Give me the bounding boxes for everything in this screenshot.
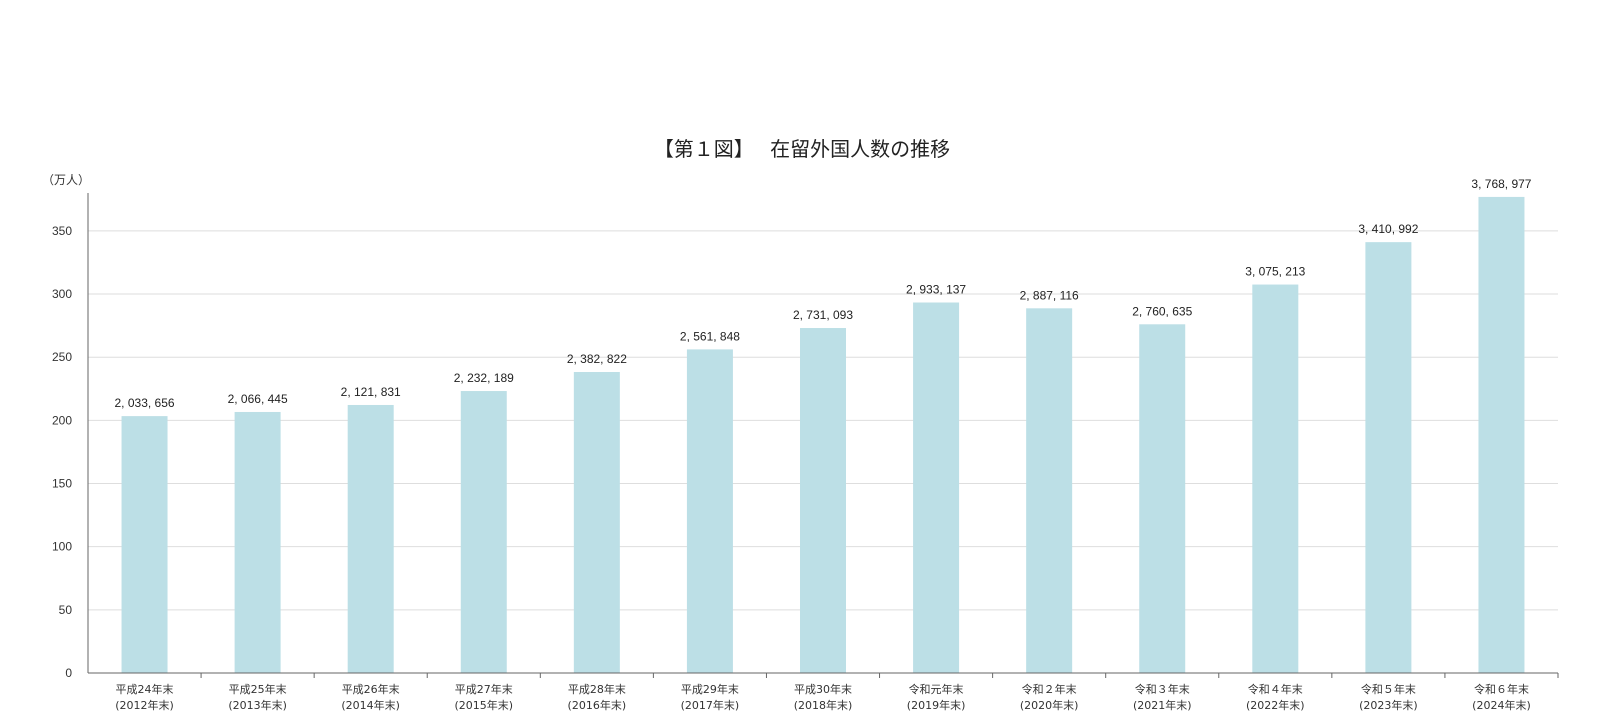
y-tick-label: 100	[52, 540, 72, 554]
y-axis-unit-label: （万人）	[42, 173, 90, 187]
bar	[121, 416, 168, 673]
bar	[234, 411, 281, 673]
x-tick-label-era: 平成30年末	[794, 682, 852, 696]
x-tick-label-year: (2021年末)	[1133, 698, 1192, 712]
x-tick-label-year: (2020年末)	[1020, 698, 1079, 712]
x-tick-label-year: (2018年末)	[794, 698, 853, 712]
y-tick-label: 150	[52, 477, 72, 491]
data-label: 2, 760, 635	[1132, 304, 1192, 318]
x-tick-label-year: (2014年末)	[341, 698, 400, 712]
x-tick-label-era: 平成28年末	[568, 682, 626, 696]
x-tick-label-year: (2023年末)	[1359, 698, 1418, 712]
y-axis-ticks: 0 50 100 150 200 250 300 350	[52, 224, 72, 680]
bar	[1026, 308, 1073, 673]
x-tick-label-year: (2015年末)	[454, 698, 513, 712]
data-label: 2, 382, 822	[567, 352, 627, 366]
data-label: 2, 066, 445	[228, 392, 288, 406]
bar	[1139, 324, 1186, 673]
y-tick-label: 0	[65, 666, 72, 680]
data-label: 2, 933, 137	[906, 282, 966, 296]
data-label: 2, 731, 093	[793, 308, 853, 322]
data-label: 2, 121, 831	[341, 385, 401, 399]
x-tick-label-era: 平成26年末	[342, 682, 400, 696]
bar	[1252, 284, 1299, 673]
bar	[913, 302, 960, 673]
x-tick-label-era: 平成24年末	[116, 682, 174, 696]
bar	[800, 328, 846, 673]
data-label: 2, 232, 189	[454, 371, 514, 385]
x-tick-label-era: 平成29年末	[681, 682, 739, 696]
x-tick-label-era: 令和２年末	[1022, 682, 1077, 696]
y-tick-label: 200	[52, 413, 72, 427]
data-label: 3, 075, 213	[1245, 265, 1305, 279]
x-tick-label-era: 平成25年末	[229, 682, 287, 696]
bar	[1365, 242, 1412, 673]
data-labels: 2, 033, 656 2, 066, 445 2, 121, 831 2, 232,…	[115, 177, 1532, 410]
x-tick-label-year: (2019年末)	[907, 698, 966, 712]
x-tick-label-year: (2013年末)	[228, 698, 287, 712]
data-label: 3, 410, 992	[1358, 222, 1418, 236]
x-tick-label-era: 令和３年末	[1135, 682, 1190, 696]
bars	[121, 196, 1525, 673]
y-tick-label: 50	[59, 603, 73, 617]
x-tick-label-year: (2012年末)	[115, 698, 174, 712]
x-tick-label-era: 令和元年末	[909, 682, 964, 696]
x-tick-label-era: 平成27年末	[455, 682, 513, 696]
y-tick-label: 250	[52, 350, 72, 364]
x-tick-label-year: (2017年末)	[681, 698, 740, 712]
bar	[460, 391, 507, 673]
data-label: 2, 887, 116	[1020, 288, 1079, 302]
x-tick-label-year: (2016年末)	[568, 698, 627, 712]
chart-title: 【第１図】 在留外国人数の推移	[654, 137, 950, 161]
data-label: 2, 033, 656	[115, 396, 175, 410]
y-tick-label: 350	[52, 224, 72, 238]
data-label: 2, 561, 848	[680, 329, 740, 343]
data-label: 3, 768, 977	[1471, 177, 1531, 191]
bar	[1478, 196, 1525, 673]
x-tick-label-year: (2022年末)	[1246, 698, 1305, 712]
x-tick-label-era: 令和４年末	[1248, 682, 1303, 696]
bar	[573, 372, 620, 673]
x-tick-label-era: 令和６年末	[1474, 682, 1529, 696]
bar	[347, 404, 394, 673]
y-tick-label: 300	[52, 287, 72, 301]
x-tick-label-year: (2024年末)	[1472, 698, 1531, 712]
x-axis-ticks: 平成24年末 (2012年末) 平成25年末 (2013年末) 平成26年末 (2014年…	[115, 673, 1559, 712]
x-tick-label-era: 令和５年末	[1361, 682, 1416, 696]
bar	[686, 349, 733, 673]
